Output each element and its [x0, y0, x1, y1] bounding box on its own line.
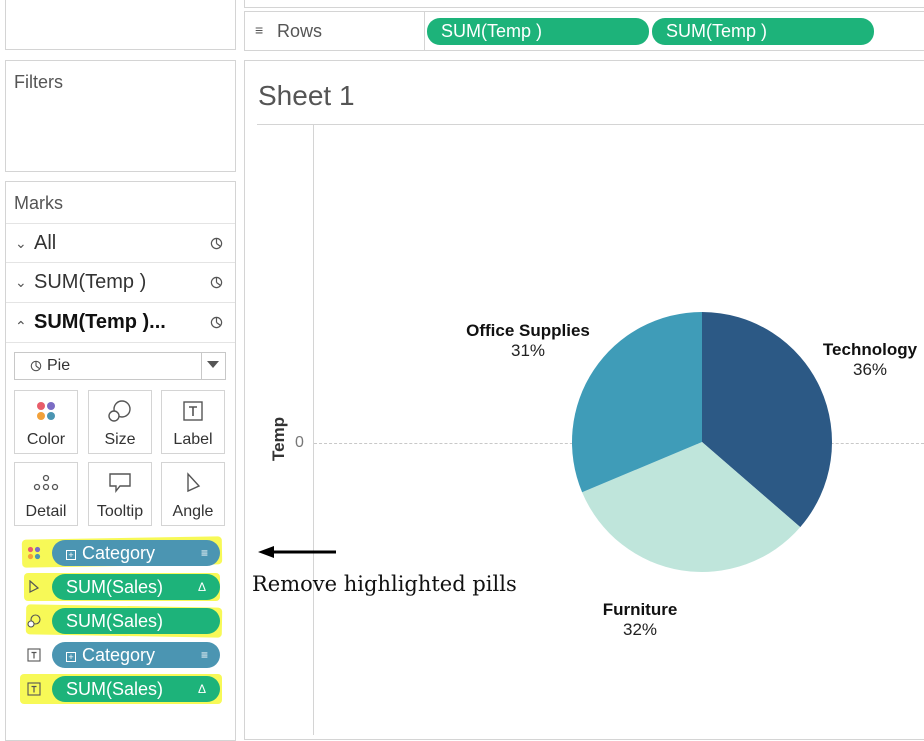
- pie-slice-furniture[interactable]: [582, 442, 801, 572]
- pie-icon: [210, 237, 223, 250]
- pill-text: SUM(Temp ): [441, 21, 543, 41]
- pill-text: Category: [82, 645, 156, 665]
- axis-line: [313, 125, 314, 735]
- label-category: Office Supplies: [466, 321, 590, 340]
- rows-icon: ≡: [255, 22, 264, 38]
- top-left-panel: [5, 0, 236, 50]
- marks-card-sum-temp-active[interactable]: ⌃ SUM(Temp )...: [6, 303, 235, 343]
- sum-sales-label-pill[interactable]: SUM(Sales) Δ: [52, 676, 220, 702]
- chevron-down-icon: [207, 361, 219, 368]
- marks-card-sum-temp[interactable]: ⌄ SUM(Temp ): [6, 263, 235, 303]
- axis-label: Temp: [269, 416, 288, 461]
- label-furniture: Furniture 32%: [585, 600, 695, 640]
- angle-icon: [187, 472, 201, 493]
- category-label-pill[interactable]: + Category ≡: [52, 642, 220, 668]
- size-button-label: Size: [104, 431, 136, 448]
- color-button-label: Color: [26, 431, 66, 448]
- rows-pill-sum-temp[interactable]: SUM(Temp ): [427, 18, 649, 45]
- chevron-up-icon: ⌃: [15, 318, 27, 334]
- tooltip-button[interactable]: Tooltip: [88, 462, 152, 526]
- rows-pill-sum-temp-2[interactable]: SUM(Temp ): [652, 18, 874, 45]
- sheet-title: Sheet 1: [258, 80, 355, 111]
- chevron-down-icon: ⌄: [15, 274, 27, 290]
- sort-icon: ≡: [200, 648, 208, 662]
- size-icon: [27, 614, 41, 628]
- filters-shelf[interactable]: Filters: [5, 60, 236, 172]
- size-button[interactable]: Size: [88, 390, 152, 454]
- chevron-down-icon: ⌄: [15, 235, 27, 251]
- angle-button-label: Angle: [172, 503, 214, 520]
- dimension-plus-icon: +: [66, 652, 76, 662]
- tooltip-button-label: Tooltip: [96, 503, 144, 520]
- marks-title: Marks: [14, 193, 63, 213]
- annotation-text: Remove highlighted pills: [252, 572, 517, 596]
- label-office-supplies: Office Supplies 31%: [458, 321, 598, 361]
- marks-card-label: SUM(Temp ): [34, 271, 147, 293]
- sum-sales-angle-pill[interactable]: SUM(Sales) Δ: [52, 574, 220, 600]
- axis-tick-label: 0: [295, 434, 304, 451]
- sort-icon: ≡: [200, 546, 208, 560]
- detail-button-label: Detail: [25, 503, 67, 520]
- marks-card-label: SUM(Temp )...: [34, 311, 166, 333]
- tooltip-icon: [109, 473, 131, 493]
- delta-icon: Δ: [197, 580, 206, 594]
- pill-text: SUM(Temp ): [666, 21, 768, 41]
- detail-icon: [33, 474, 59, 491]
- label-icon: [27, 648, 41, 662]
- category-color-pill[interactable]: + Category ≡: [52, 540, 220, 566]
- label-category: Furniture: [602, 600, 678, 619]
- angle-icon: [29, 580, 40, 593]
- pill-text: SUM(Sales): [66, 577, 164, 597]
- label-icon: [27, 682, 41, 696]
- pie-chart: [572, 312, 832, 572]
- pie-icon: [210, 276, 223, 289]
- dimension-plus-icon: +: [66, 550, 76, 560]
- mark-type-dropdown[interactable]: Pie: [14, 352, 226, 380]
- arrow-left-icon: [258, 544, 338, 560]
- label-icon: [183, 401, 203, 421]
- pill-text: Category: [82, 543, 156, 563]
- label-button-label: Label: [173, 431, 213, 448]
- delta-icon: Δ: [197, 682, 206, 696]
- filters-title: Filters: [14, 72, 63, 92]
- rows-divider: [424, 12, 425, 50]
- pill-text: SUM(Sales): [66, 679, 164, 699]
- label-percent: 31%: [510, 341, 546, 360]
- label-percent: 36%: [852, 360, 888, 379]
- color-icon: [27, 546, 41, 560]
- rows-label: Rows: [277, 21, 323, 41]
- label-category: Technology: [822, 340, 918, 359]
- label-technology: Technology 36%: [815, 340, 924, 380]
- title-divider: [257, 124, 924, 125]
- pie-icon: [210, 316, 223, 329]
- detail-button[interactable]: Detail: [14, 462, 78, 526]
- pill-text: SUM(Sales): [66, 611, 164, 631]
- color-icon: [37, 402, 55, 420]
- marks-card-label: All: [34, 232, 57, 254]
- angle-button[interactable]: Angle: [161, 462, 225, 526]
- label-percent: 32%: [622, 620, 658, 639]
- sum-sales-size-pill[interactable]: SUM(Sales): [52, 608, 220, 634]
- dropdown-divider: [201, 353, 202, 379]
- mark-type-value: Pie: [47, 357, 71, 374]
- pie-slice-technology[interactable]: [702, 312, 832, 528]
- pie-icon: [30, 360, 42, 372]
- pie-slice-office-supplies[interactable]: [572, 312, 702, 493]
- columns-shelf[interactable]: [244, 0, 924, 8]
- color-button[interactable]: Color: [14, 390, 78, 454]
- label-button[interactable]: Label: [161, 390, 225, 454]
- marks-card-all[interactable]: ⌄ All: [6, 223, 235, 263]
- size-icon: [108, 400, 131, 422]
